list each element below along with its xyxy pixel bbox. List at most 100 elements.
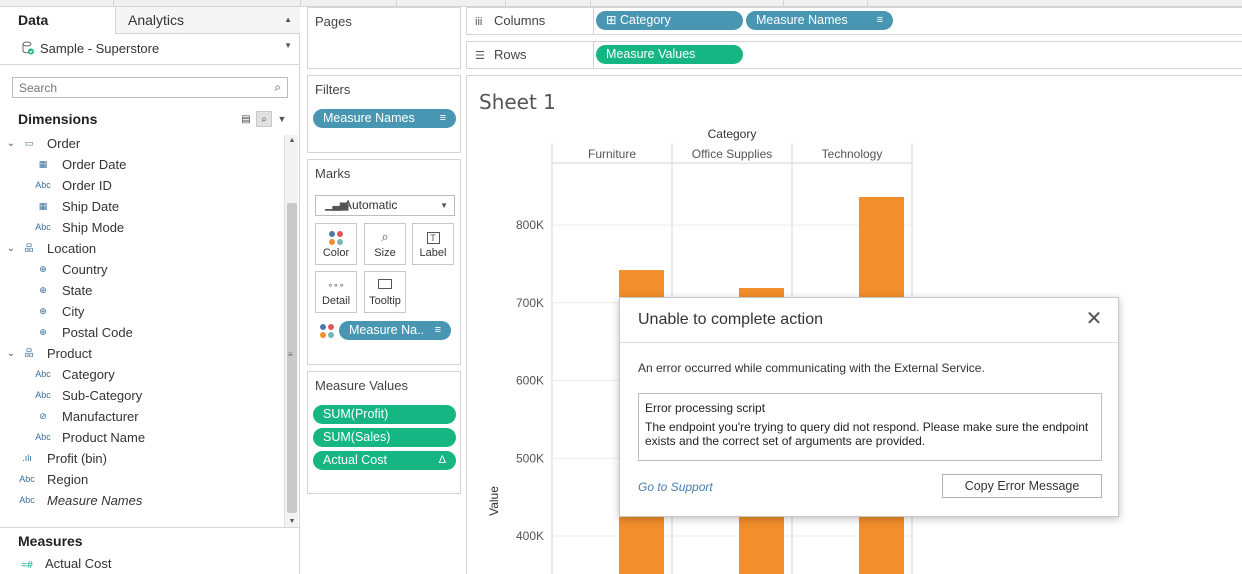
tab-data[interactable]: Data (0, 7, 116, 34)
abc-icon: Abc (19, 495, 35, 505)
dimension-field-label: Order Date (62, 157, 127, 172)
pages-card[interactable]: Pages (307, 7, 461, 69)
abc-icon: Abc (35, 369, 51, 379)
abc-icon: Abc (35, 390, 51, 400)
abc-icon: Abc (35, 222, 51, 232)
dialog-message: An error occurred while communicating wi… (638, 361, 985, 375)
bar-chart-icon: ▁▃▅ (325, 199, 348, 211)
dimension-field[interactable]: ⌄ 品 Location (0, 238, 284, 259)
marks-title: Marks (315, 166, 351, 181)
error-dialog: Unable to complete action ✕ An error occ… (619, 297, 1119, 517)
dimension-field-label: Sub-Category (62, 388, 143, 403)
field-search[interactable]: ⌕ (12, 77, 288, 98)
dimension-field[interactable]: Abc Sub-Category (0, 385, 284, 406)
category-label[interactable]: Technology (822, 147, 883, 161)
marks-size-button[interactable]: ⌕ Size (364, 223, 406, 265)
dimension-field[interactable]: ⊕ Postal Code (0, 322, 284, 343)
dimension-field[interactable]: Abc Product Name (0, 427, 284, 448)
database-check-icon (22, 41, 34, 55)
globe-icon: ⊕ (39, 306, 47, 316)
chevron-down-icon[interactable]: ⌄ (6, 243, 16, 254)
sheet-title[interactable]: Sheet 1 (479, 90, 556, 114)
dimension-field[interactable]: ▦ Ship Date (0, 196, 284, 217)
category-label[interactable]: Furniture (588, 147, 636, 161)
dropdown-arrow-icon[interactable]: ▼ (277, 114, 287, 124)
dimension-field[interactable]: .ılı Profit (bin) (0, 448, 284, 469)
marks-tooltip-label: Tooltip (369, 295, 401, 307)
marks-tooltip-button[interactable]: Tooltip (364, 271, 406, 313)
dimension-field-label: State (62, 283, 93, 298)
search-icon[interactable]: ⌕ (274, 80, 281, 94)
globe-icon: ⊕ (39, 285, 47, 295)
sort-icon: ≡ (876, 14, 883, 26)
marks-size-label: Size (374, 247, 396, 259)
dimension-field[interactable]: ⊕ State (0, 280, 284, 301)
dimension-field[interactable]: ⊕ Country (0, 259, 284, 280)
abc-icon: Abc (35, 180, 51, 190)
scroll-down-icon[interactable]: ▼ (288, 518, 296, 525)
columns-pill-category[interactable]: ⊞ Category (596, 11, 743, 30)
chevron-down-icon[interactable]: ⌄ (6, 348, 16, 359)
category-label[interactable]: Office Supplies (692, 147, 773, 161)
scroll-thumb[interactable] (287, 203, 297, 513)
tab-switch-arrows-icon[interactable]: ▲ ▼ (284, 15, 292, 50)
go-to-support-link[interactable]: Go to Support (638, 480, 713, 494)
size-icon: ⌕ (381, 229, 389, 244)
tab-analytics[interactable]: Analytics ▲ ▼ (116, 7, 300, 50)
columns-label-text: Columns (494, 13, 546, 28)
search-input[interactable] (13, 78, 253, 97)
mark-type-select[interactable]: ▁▃▅ Automatic ▼ (315, 195, 455, 216)
measure-field-actual-cost[interactable]: =# Actual Cost (18, 555, 111, 573)
find-field-icon[interactable]: ⌕ (256, 111, 272, 127)
dimension-field[interactable]: ⊘ Manufacturer (0, 406, 284, 427)
columns-pill-measure-names[interactable]: Measure Names ≡ (746, 11, 893, 30)
dimension-field[interactable]: Abc Region (0, 469, 284, 490)
measure-value-pill-sales[interactable]: SUM(Sales) (313, 428, 456, 447)
detail-icon: ∘∘∘ (327, 280, 345, 290)
divider (0, 527, 300, 528)
pages-title: Pages (315, 14, 352, 29)
dimension-field-label: Profit (bin) (47, 451, 107, 466)
dimension-field[interactable]: Abc Order ID (0, 175, 284, 196)
marks-detail-label: Detail (321, 295, 351, 307)
chevron-down-icon[interactable]: ⌄ (6, 138, 16, 149)
calendar-icon: ▦ (38, 159, 48, 169)
scroll-up-icon[interactable]: ▲ (288, 137, 296, 144)
dimension-field-label: Category (62, 367, 115, 382)
columns-shelf[interactable]: iii Columns ⊞ Category Measure Names ≡ (466, 7, 1242, 35)
filter-pill-measure-names[interactable]: Measure Names ≡ (313, 109, 456, 128)
filter-list-icon: ≡ (439, 112, 446, 124)
dimension-field-label: Order ID (62, 178, 112, 193)
top-toolbar-strip (0, 0, 1242, 7)
measures-header: Measures (18, 533, 83, 549)
marks-detail-button[interactable]: ∘∘∘ Detail (315, 271, 357, 313)
dimension-field[interactable]: ⌄ 品 Product (0, 343, 284, 364)
dimension-field[interactable]: Abc Ship Mode (0, 217, 284, 238)
measure-value-pill-profit[interactable]: SUM(Profit) (313, 405, 456, 424)
error-details-title: Error processing script (645, 401, 766, 415)
y-tick-label: 600K (516, 374, 544, 388)
marks-pill-measure-names[interactable]: Measure Na.. ≡ (339, 321, 451, 340)
dimension-field[interactable]: Abc Category (0, 364, 284, 385)
rows-pill-measure-values[interactable]: Measure Values (596, 45, 743, 64)
measure-value-pill-actual-cost[interactable]: Actual Cost Δ (313, 451, 456, 470)
dimension-field-label: City (62, 304, 85, 319)
marks-label-button[interactable]: T Label (412, 223, 454, 265)
dimension-field-label: Order (47, 136, 81, 151)
tooltip-icon (365, 274, 405, 294)
filters-card[interactable]: Filters Measure Names ≡ (307, 75, 461, 153)
marks-label-label: Label (419, 247, 447, 259)
dimensions-scrollbar[interactable]: ▲ ≡ ▼ (284, 135, 298, 527)
data-source[interactable]: Sample - Superstore (22, 40, 159, 58)
copy-error-message-button[interactable]: Copy Error Message (942, 474, 1102, 498)
marks-color-button[interactable]: Color (315, 223, 357, 265)
dimension-field[interactable]: ▦ Order Date (0, 154, 284, 175)
pill-label: Category (619, 13, 671, 27)
pill-label: SUM(Profit) (323, 407, 389, 421)
rows-shelf[interactable]: ☰ Rows Measure Values (466, 41, 1242, 69)
view-as-list-icon[interactable]: ▤ (241, 114, 251, 125)
dimension-field[interactable]: ⌄ ▭ Order (0, 133, 284, 154)
dimension-field[interactable]: Abc Measure Names (0, 490, 284, 511)
dimension-field[interactable]: ⊕ City (0, 301, 284, 322)
close-icon[interactable]: ✕ (1085, 308, 1103, 330)
